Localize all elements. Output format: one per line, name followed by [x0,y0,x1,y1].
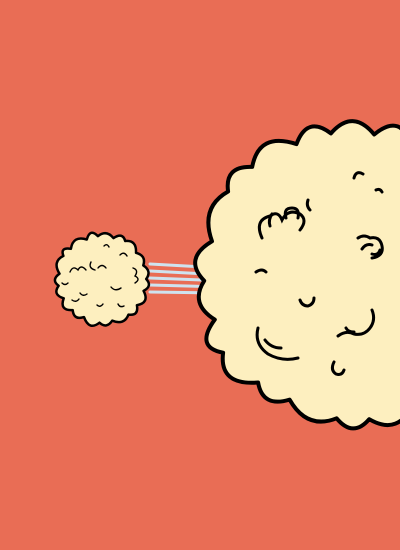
large-cloud-swirls [254,171,384,376]
large-cloud-puff [193,119,400,431]
small-cloud-shape [53,231,151,327]
small-cloud-puff [53,231,151,327]
small-cloud-swirls [61,244,139,308]
large-cloud-shape [193,119,400,431]
